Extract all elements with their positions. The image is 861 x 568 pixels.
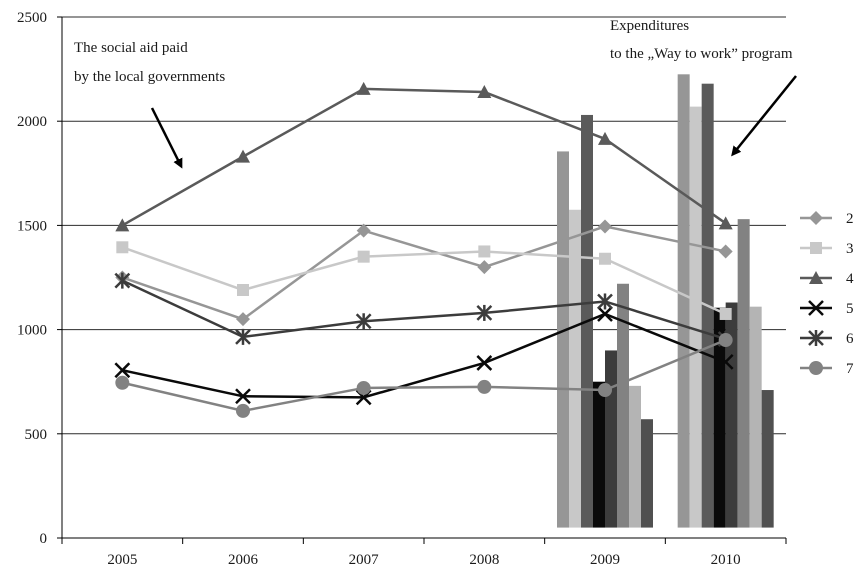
legend-label: 3 — [846, 241, 854, 257]
data-point-series-3 — [237, 284, 249, 297]
data-point-series-3 — [719, 307, 732, 320]
data-point-series-2 — [356, 223, 371, 238]
legend-marker — [808, 300, 824, 316]
annotation-social-aid-arrow — [150, 107, 183, 169]
legend-marker — [808, 330, 824, 346]
bar — [641, 419, 653, 528]
data-point-series-5 — [717, 354, 734, 370]
legend-label: 6 — [846, 331, 854, 347]
annotation-way-to-work-line-2: to the „Way to work” program — [610, 46, 793, 62]
data-point-series-3 — [116, 241, 129, 254]
x-tick-label: 2005 — [107, 552, 137, 568]
bar — [761, 390, 774, 528]
x-tick-label: 2010 — [711, 552, 741, 568]
bar — [593, 381, 605, 528]
data-point-series-2 — [477, 260, 492, 275]
y-tick-label: 1000 — [17, 323, 47, 339]
data-point-series-5 — [114, 362, 131, 379]
data-point-series-4 — [718, 216, 733, 230]
marker-stroke — [808, 300, 824, 316]
bar — [689, 106, 702, 528]
annotations: The social aid paid by the local governm… — [74, 18, 797, 169]
data-point-series-4 — [236, 149, 250, 163]
data-point-series-3 — [357, 250, 370, 263]
legend-label: 5 — [846, 301, 854, 317]
x-tick-label: 2006 — [228, 552, 259, 568]
bar — [605, 350, 617, 528]
series-line-6 — [121, 279, 727, 341]
bar — [713, 307, 726, 528]
legend-marker — [809, 361, 823, 375]
data-point-series-6 — [355, 313, 372, 330]
y-tick-label: 500 — [25, 427, 48, 443]
x-tick-label: 2008 — [469, 552, 499, 568]
gridlines — [62, 16, 786, 435]
data-point-series-7 — [115, 375, 130, 390]
data-point-series-5 — [235, 388, 251, 405]
bar — [749, 306, 762, 528]
series-line-7 — [122, 338, 727, 413]
bar — [677, 74, 690, 528]
legend-marker — [809, 271, 823, 284]
data-point-series-6 — [114, 272, 131, 289]
y-tick-label: 2500 — [17, 10, 47, 26]
data-point-series-6 — [235, 328, 251, 345]
data-point-series-3 — [478, 245, 491, 258]
data-point-series-6 — [476, 304, 493, 321]
x-tick-label: 2007 — [349, 552, 380, 568]
data-point-series-5 — [597, 306, 613, 322]
axes: 0 500 1000 1500 2000 2500 2005 2006 2007 2008 2009… — [17, 10, 787, 568]
bar — [569, 209, 581, 528]
legend-label: 7 — [846, 361, 854, 377]
series-line-5 — [122, 312, 727, 399]
legend-label: 2 — [846, 211, 854, 227]
bar — [557, 151, 569, 528]
marker-stroke — [717, 354, 734, 370]
marker-stroke — [114, 362, 131, 379]
marker-stroke — [235, 388, 251, 405]
data-point-series-7 — [718, 333, 733, 348]
annotation-social-aid-line-2: by the local governments — [74, 69, 225, 85]
y-tick-label: 2000 — [17, 114, 47, 130]
annotation-way-to-work-arrow — [731, 75, 797, 157]
data-point-series-2 — [718, 244, 733, 259]
series-line-4 — [121, 87, 727, 227]
legend-marker — [810, 242, 822, 254]
marker-stroke — [476, 355, 493, 371]
series-lines — [114, 81, 734, 418]
data-point-series-6 — [597, 293, 613, 310]
series-line-3 — [121, 246, 727, 316]
annotation-way-to-work-line-1: Expenditures — [610, 18, 689, 34]
data-point-series-5 — [476, 355, 493, 371]
data-point-series-2 — [598, 219, 612, 234]
bar — [617, 283, 629, 528]
bar — [629, 385, 641, 528]
data-point-series-7 — [356, 380, 371, 395]
data-point-series-4 — [115, 218, 130, 232]
bar — [737, 219, 750, 528]
marker-stroke — [597, 306, 613, 322]
data-point-series-7 — [598, 383, 612, 398]
data-point-series-4 — [356, 81, 371, 95]
y-tick-label: 1500 — [17, 218, 47, 234]
x-tick-label: 2009 — [590, 552, 620, 568]
data-point-series-4 — [598, 131, 612, 145]
legend-marker — [809, 211, 823, 225]
legend-label: 4 — [846, 271, 854, 287]
data-point-series-4 — [477, 85, 492, 99]
legend: 2 3 4 5 6 7 — [800, 211, 854, 377]
annotation-social-aid-line-1: The social aid paid — [74, 40, 188, 56]
data-point-series-2 — [236, 312, 250, 327]
data-point-series-3 — [599, 252, 611, 265]
data-point-series-7 — [477, 379, 492, 394]
data-point-series-7 — [236, 403, 250, 418]
series-line-2 — [121, 225, 726, 321]
y-tick-label: 0 — [40, 531, 48, 547]
